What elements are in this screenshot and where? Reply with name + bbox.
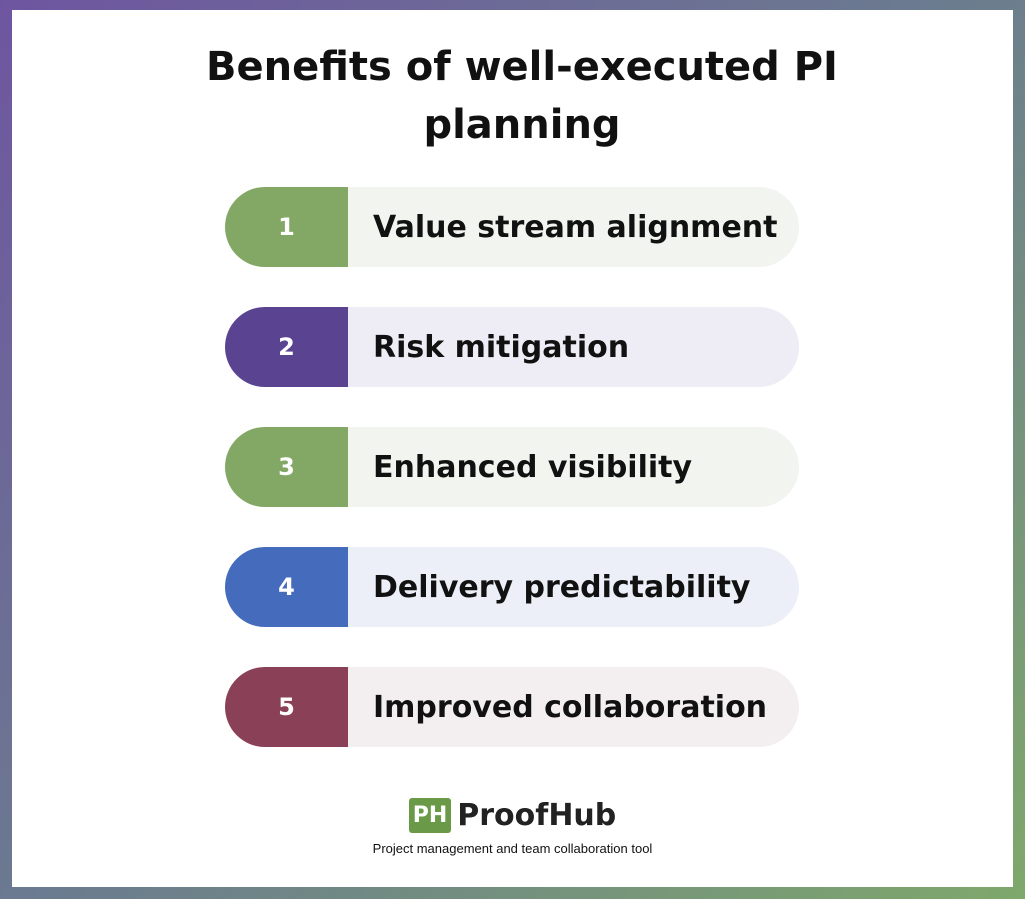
brand: ProofHub	[457, 798, 617, 833]
benefit-row: 4 Delivery predictability	[225, 547, 799, 627]
tagline: Project management and team collaboratio…	[372, 841, 653, 856]
label: Value stream alignment	[348, 187, 799, 267]
logo: PH	[408, 798, 452, 833]
number: 3	[225, 427, 348, 507]
label: Enhanced visibility	[348, 427, 799, 507]
label: Risk mitigation	[348, 307, 799, 387]
label: Delivery predictability	[348, 547, 799, 627]
benefit-row: 5 Improved collaboration	[225, 667, 799, 747]
benefit-row: 3 Enhanced visibility	[225, 427, 799, 507]
number: 1	[225, 187, 348, 267]
title: Benefits of well-executed PI planning	[206, 44, 838, 148]
number: 5	[225, 667, 348, 747]
footer: PH ProofHub Project management and team c…	[12, 798, 1013, 856]
number: 4	[225, 547, 348, 627]
label: Improved collaboration	[348, 667, 799, 747]
number: 2	[225, 307, 348, 387]
benefit-row: 1 Value stream alignment	[225, 187, 799, 267]
benefit-row: 2 Risk mitigation	[225, 307, 799, 387]
